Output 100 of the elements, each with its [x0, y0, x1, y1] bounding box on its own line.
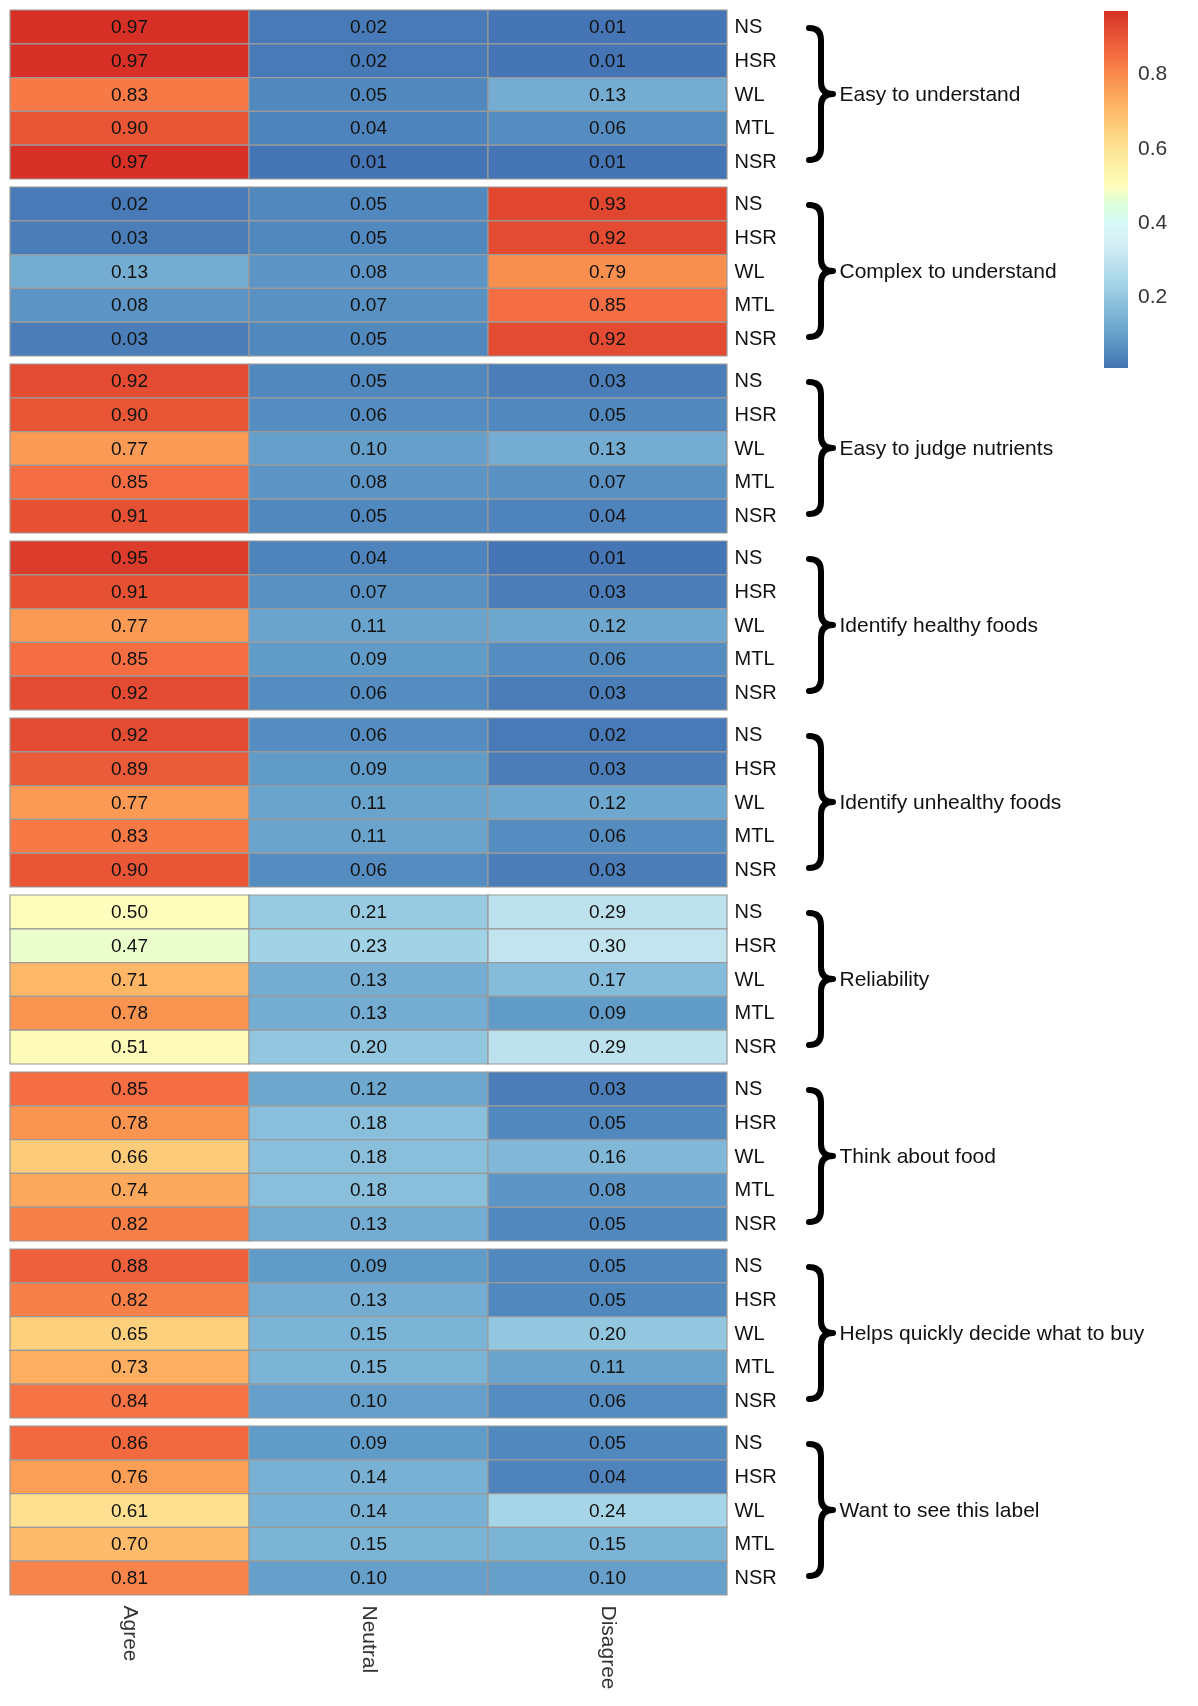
y-tick-label: HSR [734, 225, 777, 248]
data-label: 0.30 [589, 934, 626, 956]
y-tick-label: MTL [734, 116, 775, 139]
data-label: 0.02 [589, 723, 626, 745]
data-label: 0.03 [589, 580, 626, 602]
y-tick-label: WL [734, 82, 765, 105]
x-tick-label: Neutral [358, 1605, 382, 1674]
data-label: 0.85 [589, 294, 626, 316]
data-label: 0.50 [111, 900, 148, 922]
y-tick-label: NSR [734, 858, 777, 881]
data-label: 0.10 [350, 1567, 387, 1589]
y-tick-label: WL [734, 1321, 765, 1344]
data-label: 0.01 [589, 15, 626, 37]
y-tick-label: NS [734, 1076, 763, 1099]
data-label: 0.29 [589, 900, 626, 922]
data-label: 0.06 [350, 682, 387, 704]
data-label: 0.89 [111, 757, 148, 779]
y-tick-label: WL [734, 1498, 765, 1521]
data-label: 0.15 [350, 1322, 387, 1344]
data-label: 0.11 [350, 825, 387, 847]
data-label: 0.03 [589, 369, 626, 391]
y-tick-label: HSR [734, 1287, 777, 1310]
data-label: 0.66 [111, 1145, 148, 1167]
color-bar-label: 0.6 [1138, 135, 1168, 159]
y-tick-label: NS [734, 191, 763, 214]
data-label: 0.12 [589, 791, 626, 813]
data-label: 0.07 [350, 580, 387, 602]
data-label: 0.90 [111, 403, 148, 425]
data-label: 0.81 [111, 1567, 148, 1589]
data-label: 0.05 [589, 1431, 626, 1453]
y-tick-label: HSR [734, 1464, 777, 1487]
data-label: 0.83 [111, 83, 148, 105]
data-label: 0.92 [589, 226, 626, 248]
data-label: 0.14 [350, 1499, 388, 1521]
data-label: 0.92 [111, 723, 148, 745]
data-label: 0.71 [111, 968, 148, 990]
y-tick-label: NSR [734, 1389, 777, 1412]
y-axis-title: Helps quickly decide what to buy [839, 1321, 1145, 1344]
y-tick-label: NS [734, 722, 763, 745]
data-label: 0.21 [350, 900, 387, 922]
data-label: 0.18 [350, 1111, 387, 1133]
data-label: 0.04 [350, 117, 388, 139]
data-label: 0.20 [350, 1036, 387, 1058]
data-label: 0.10 [350, 1390, 387, 1412]
data-label: 0.08 [350, 471, 387, 493]
data-label: 0.13 [350, 968, 387, 990]
data-label: 0.90 [111, 859, 148, 881]
y-tick-label: WL [734, 1144, 765, 1167]
data-label: 0.03 [111, 328, 148, 350]
data-label: 0.13 [111, 260, 148, 282]
y-tick-label: MTL [734, 1355, 775, 1378]
data-label: 0.06 [589, 1390, 626, 1412]
y-tick-label: WL [734, 436, 765, 459]
data-label: 0.05 [589, 1213, 626, 1235]
y-tick-label: HSR [734, 579, 777, 602]
y-tick-label: MTL [734, 1178, 775, 1201]
data-label: 0.08 [350, 260, 387, 282]
data-label: 0.85 [111, 471, 148, 493]
y-axis-title: Easy to judge nutrients [839, 436, 1054, 459]
data-label: 0.12 [350, 1077, 387, 1099]
y-tick-label: MTL [734, 470, 775, 493]
data-label: 0.02 [350, 15, 387, 37]
data-label: 0.11 [589, 1356, 626, 1378]
y-tick-label: NS [734, 368, 763, 391]
data-label: 0.47 [111, 934, 148, 956]
data-label: 0.05 [589, 1254, 626, 1276]
data-label: 0.65 [111, 1322, 148, 1344]
data-label: 0.03 [589, 682, 626, 704]
data-label: 0.06 [589, 825, 626, 847]
y-tick-label: NS [734, 899, 763, 922]
data-label: 0.15 [350, 1533, 387, 1555]
data-label: 0.18 [350, 1179, 387, 1201]
data-label: 0.13 [350, 1288, 387, 1310]
data-label: 0.77 [111, 437, 148, 459]
data-label: 0.78 [111, 1111, 148, 1133]
data-label: 0.77 [111, 791, 148, 813]
y-tick-label: HSR [734, 402, 777, 425]
data-label: 0.18 [350, 1145, 387, 1167]
data-label: 0.05 [350, 328, 387, 350]
y-tick-label: MTL [734, 647, 775, 670]
data-label: 0.07 [589, 471, 626, 493]
data-label: 0.05 [350, 369, 387, 391]
data-label: 0.10 [350, 437, 387, 459]
data-label: 0.14 [350, 1465, 388, 1487]
data-label: 0.83 [111, 825, 148, 847]
data-label: 0.01 [589, 49, 626, 71]
y-tick-label: HSR [734, 48, 777, 71]
data-label: 0.09 [350, 648, 387, 670]
y-axis-title: Identify healthy foods [839, 613, 1038, 636]
data-label: 0.07 [350, 294, 387, 316]
data-label: 0.10 [589, 1567, 626, 1589]
y-tick-label: NSR [734, 504, 777, 527]
data-label: 0.91 [111, 505, 148, 527]
y-axis-title: Reliability [839, 967, 930, 990]
data-label: 0.74 [111, 1179, 149, 1201]
data-label: 0.82 [111, 1213, 148, 1235]
data-label: 0.11 [350, 614, 387, 636]
data-label: 0.61 [111, 1499, 148, 1521]
data-label: 0.92 [111, 369, 148, 391]
data-label: 0.01 [589, 546, 626, 568]
